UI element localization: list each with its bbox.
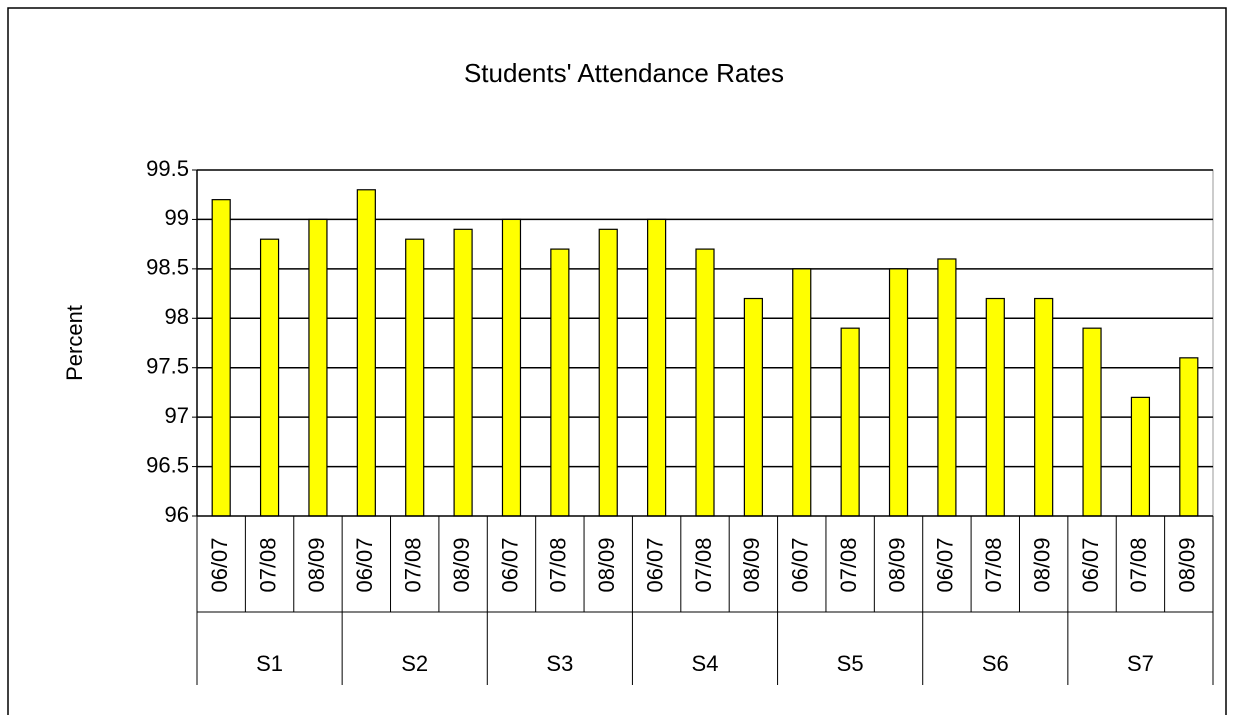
y-tick-label: 99.5 — [146, 156, 189, 181]
x-tick-label: 08/09 — [739, 537, 764, 592]
bar — [840, 327, 860, 517]
x-tick-label: 06/07 — [497, 537, 522, 592]
x-tick-label: 08/09 — [594, 537, 619, 592]
x-tick-label: 06/07 — [207, 537, 232, 592]
bar — [1082, 327, 1102, 517]
chart-title: Students' Attendance Rates — [464, 58, 784, 88]
x-tick-label: 07/08 — [1126, 537, 1151, 592]
x-tick-label: 08/09 — [449, 537, 474, 592]
bar — [647, 218, 667, 517]
x-tick-label: 07/08 — [401, 537, 426, 592]
x-tick-label: 08/09 — [1175, 537, 1200, 592]
y-tick-label: 99 — [165, 205, 189, 230]
x-tick-label: 08/09 — [884, 537, 909, 592]
y-tick-label: 98 — [165, 304, 189, 329]
x-tick-label: 07/08 — [255, 537, 280, 592]
x-tick-label: 06/07 — [352, 537, 377, 592]
bar — [356, 189, 376, 517]
x-tick-label: 08/09 — [304, 537, 329, 592]
bar — [550, 248, 570, 517]
bar — [1179, 357, 1199, 517]
group-label: S2 — [401, 651, 428, 676]
x-tick-label: 06/07 — [1078, 537, 1103, 592]
x-tick-label: 07/08 — [981, 537, 1006, 592]
bar — [501, 218, 522, 517]
bar — [743, 297, 763, 517]
bar — [308, 218, 328, 517]
bar — [405, 238, 425, 517]
x-tick-label: 07/08 — [836, 537, 861, 592]
x-tick-label: 08/09 — [1029, 537, 1054, 592]
bar — [695, 248, 715, 517]
bar — [453, 228, 473, 517]
x-tick-label: 07/08 — [691, 537, 716, 592]
group-label: S6 — [982, 651, 1009, 676]
y-tick-label: 97 — [165, 403, 189, 428]
group-label: S7 — [1127, 651, 1154, 676]
y-tick-label: 97.5 — [146, 354, 189, 379]
bar — [888, 268, 909, 517]
bar — [937, 258, 957, 517]
group-label: S3 — [546, 651, 573, 676]
y-axis-label: Percent — [62, 305, 87, 381]
bar — [792, 268, 812, 517]
y-tick-label: 96 — [165, 502, 189, 527]
group-label: S1 — [256, 651, 283, 676]
x-tick-label: 06/07 — [642, 537, 667, 592]
group-label: S4 — [692, 651, 719, 676]
x-tick-label: 06/07 — [933, 537, 958, 592]
bar — [1130, 396, 1151, 517]
bar — [259, 238, 280, 517]
y-tick-label: 98.5 — [146, 255, 189, 280]
bar — [1034, 297, 1054, 517]
bar — [598, 228, 618, 517]
bar — [985, 297, 1005, 517]
y-tick-label: 96.5 — [146, 452, 189, 477]
frame — [7, 7, 1227, 715]
x-tick-label: 07/08 — [546, 537, 571, 592]
bar — [211, 199, 231, 517]
group-label: S5 — [837, 651, 864, 676]
x-tick-label: 06/07 — [788, 537, 813, 592]
